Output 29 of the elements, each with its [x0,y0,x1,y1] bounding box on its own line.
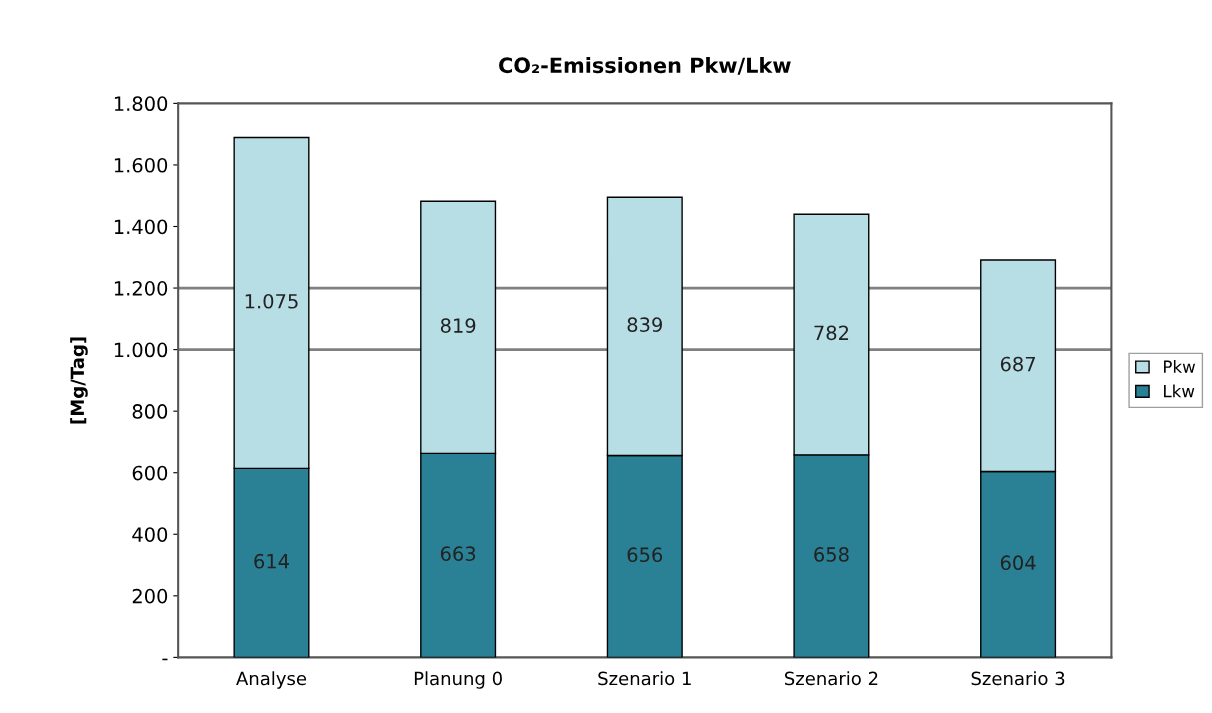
legend-label: Lkw [1164,384,1195,398]
x-tick-label: Szenario 1 [598,671,691,686]
y-tick-label: 1.000 [114,342,168,358]
x-tick-label: Planung 0 [414,671,502,689]
x-tick-label: Szenario 3 [971,671,1065,686]
data-label: 604 [1000,555,1036,571]
x-tick-label: Analyse [236,671,307,689]
chart-title: CO₂-Emissionen Pkw/Lkw [499,57,791,75]
y-tick-label: 800 [132,404,168,419]
y-tick-label: 1.200 [114,281,168,296]
data-label: 614 [254,553,289,569]
y-axis-title: [Mg/Tag] [70,337,88,424]
y-tick-label: 1.800 [114,96,168,112]
y-tick-label: 600 [132,465,168,481]
y-tick-label: 200 [132,588,168,604]
data-label: 656 [627,547,663,563]
y-tick-label: 1.400 [114,219,168,235]
data-label: 819 [440,318,476,333]
y-tick-label: 1.600 [114,157,168,173]
data-label: 658 [814,547,849,562]
data-label: 687 [1000,356,1035,372]
data-label: 663 [440,546,476,561]
legend-label: Pkw [1164,360,1196,373]
data-label: 782 [814,325,849,341]
x-tick-label: Szenario 2 [784,671,878,686]
y-tick-label: 400 [132,527,168,542]
y-tick-label: - [162,658,168,661]
data-label: 839 [627,317,662,333]
data-label: 1.075 [245,293,298,309]
